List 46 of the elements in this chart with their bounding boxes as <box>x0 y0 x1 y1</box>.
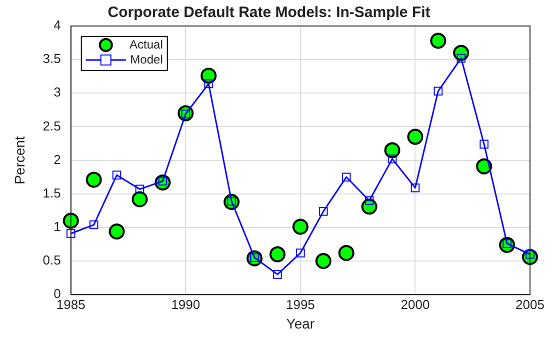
y-tick-label: 4 <box>54 18 61 33</box>
point <box>200 68 217 84</box>
point <box>388 154 397 164</box>
point <box>456 54 466 63</box>
legend-label: Actual <box>130 37 163 52</box>
point <box>292 218 308 235</box>
chart-title: Corporate Default Rate Models: In-Sample Fit <box>108 4 430 22</box>
point <box>269 246 286 262</box>
point <box>319 206 328 216</box>
point <box>204 79 213 88</box>
point <box>112 170 122 180</box>
point <box>89 220 98 230</box>
x-tick-label: 2005 <box>516 296 544 312</box>
point <box>132 191 148 208</box>
x-tick-label: 1990 <box>171 296 200 312</box>
y-tick-label: 2 <box>54 152 61 167</box>
y-tick-label: 1 <box>54 219 61 234</box>
point <box>86 172 102 188</box>
point <box>273 270 282 279</box>
y-tick-label: 3 <box>54 84 61 100</box>
x-tick-label: 1995 <box>286 296 315 312</box>
point <box>315 253 332 270</box>
legend-label: Model <box>130 52 163 66</box>
point <box>135 184 144 194</box>
y-tick-label: 1.5 <box>42 185 61 200</box>
y-axis-title: Percent <box>11 136 28 184</box>
point <box>108 223 125 240</box>
point <box>480 140 488 149</box>
x-axis-title: Year <box>286 315 315 332</box>
point <box>66 229 76 238</box>
y-tick-label: 3.5 <box>42 51 61 66</box>
y-tick-label: 0 <box>54 286 61 302</box>
point <box>338 244 354 261</box>
point <box>434 86 443 96</box>
point <box>410 183 420 192</box>
point <box>407 128 424 145</box>
point <box>430 32 446 49</box>
point <box>384 142 400 158</box>
x-tick-label: 2000 <box>400 296 430 312</box>
point <box>476 158 492 174</box>
point <box>62 212 79 229</box>
y-tick-label: 2.5 <box>42 118 61 134</box>
point <box>296 248 305 258</box>
point <box>364 196 374 205</box>
point <box>342 172 351 182</box>
y-tick-label: 0.5 <box>42 252 61 268</box>
